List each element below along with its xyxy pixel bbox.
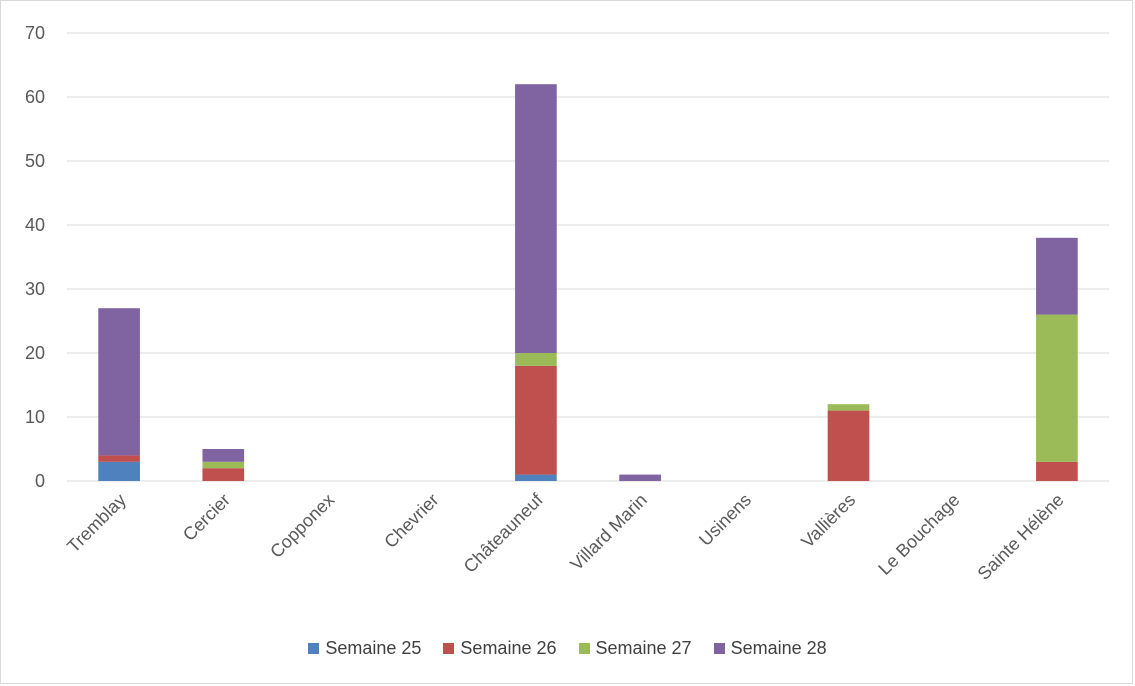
bar-segment	[1036, 461, 1078, 481]
x-tick-label: Sainte Hélène	[974, 490, 1068, 584]
stacked-bar-chart: 0 10 20 30 40 50 60 70 Tremblay Cercier Copponex C…	[25, 23, 1109, 584]
gridlines	[67, 32, 1109, 482]
legend: Semaine 25 Semaine 26 Semaine 27 Semaine…	[1, 638, 1134, 659]
y-tick-label: 0	[35, 471, 45, 491]
bar-segment	[98, 308, 140, 456]
x-tick-label: Cercier	[179, 490, 234, 545]
x-tick-label: Vallières	[797, 490, 859, 552]
bar-segment	[827, 410, 870, 481]
legend-item-semaine-28: Semaine 28	[713, 638, 827, 659]
bar-segment	[827, 404, 870, 411]
bar-segment	[1036, 237, 1078, 315]
y-tick-label: 20	[25, 343, 45, 363]
bar-segment	[515, 353, 557, 366]
x-axis-ticks: Tremblay Cercier Copponex Chevrier Châteaune…	[63, 489, 1068, 584]
legend-swatch	[308, 643, 320, 654]
y-axis-ticks: 0 10 20 30 40 50 60 70	[25, 23, 45, 491]
x-tick-label: Châteauneuf	[460, 489, 548, 577]
bar-segment	[619, 474, 661, 481]
legend-item-semaine-25: Semaine 25	[308, 638, 421, 659]
legend-swatch	[443, 643, 455, 654]
bar-segment	[515, 474, 557, 481]
x-tick-label: Le Bouchage	[874, 490, 963, 579]
x-tick-label: Tremblay	[63, 490, 130, 557]
legend-item-semaine-26: Semaine 26	[443, 638, 557, 659]
bar-segment	[202, 461, 245, 469]
y-tick-label: 10	[25, 407, 45, 427]
y-tick-label: 50	[25, 151, 45, 171]
y-tick-label: 60	[25, 87, 45, 107]
bar-segment	[515, 84, 557, 353]
legend-swatch	[713, 643, 725, 654]
x-tick-label: Villard Marin	[566, 490, 651, 575]
bar-segment	[515, 365, 557, 475]
bar-segment	[98, 455, 140, 462]
bars	[98, 84, 1078, 481]
bar-segment	[202, 468, 245, 481]
bar-segment	[202, 449, 245, 462]
bar-segment	[98, 461, 140, 481]
legend-label: Semaine 26	[460, 638, 557, 658]
x-tick-label: Usinens	[695, 490, 755, 550]
bar-segment	[1036, 314, 1078, 462]
y-tick-label: 30	[25, 279, 45, 299]
x-tick-label: Chevrier	[380, 490, 442, 552]
y-tick-label: 40	[25, 215, 45, 235]
legend-label: Semaine 27	[595, 638, 692, 658]
legend-swatch	[578, 643, 590, 654]
legend-label: Semaine 28	[730, 638, 827, 658]
legend-label: Semaine 25	[325, 638, 422, 658]
legend-item-semaine-27: Semaine 27	[578, 638, 692, 659]
y-tick-label: 70	[25, 23, 45, 43]
x-tick-label: Copponex	[266, 490, 338, 562]
